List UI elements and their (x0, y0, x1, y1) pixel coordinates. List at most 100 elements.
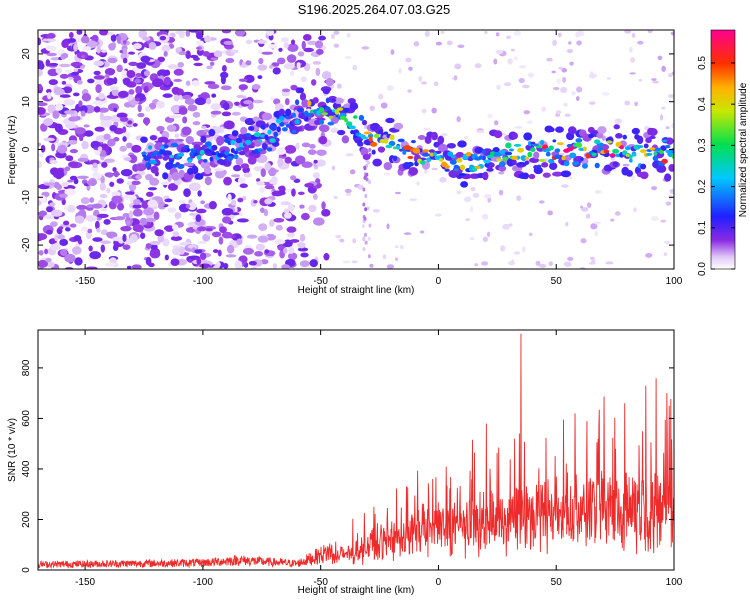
spectrogram-cell (366, 206, 370, 211)
spectrogram-cell (74, 127, 86, 135)
spectrogram-cell (159, 35, 167, 41)
spectrogram-cell (199, 252, 207, 260)
spectrogram-cell (65, 155, 74, 162)
spectrogram-cell (93, 75, 105, 80)
spectrogram-cell (111, 195, 123, 204)
colorbar: 0.0 0.1 0.2 0.3 0.4 0.5 Normalized spectral a… (697, 29, 749, 276)
spectrogram-cell (187, 259, 194, 263)
spectrogram-cell (495, 49, 504, 55)
spectrogram-cell (506, 158, 515, 167)
spectrogram-cell (210, 57, 219, 61)
spectrogram-cell (563, 261, 572, 267)
spectrogram-cell (162, 238, 170, 247)
spectrogram-cell (109, 181, 115, 187)
spectrogram-cell (145, 243, 152, 249)
spectrogram-cell (328, 115, 334, 119)
spectrogram-cell (258, 139, 263, 143)
spectrogram-cell (183, 162, 194, 167)
spectrogram-cell (257, 64, 268, 71)
spectrogram-cell (562, 76, 567, 83)
spectrogram-cell (50, 243, 61, 251)
spectrogram-cell (284, 98, 290, 106)
spectrogram-cell (100, 240, 112, 245)
spectrogram-cell (493, 130, 503, 139)
spectrogram-cell (38, 106, 46, 115)
spectrogram-cell (394, 245, 399, 248)
spectrogram-cell (81, 140, 89, 150)
spectrogram-cell (290, 39, 296, 45)
spectrogram-cell (653, 80, 659, 84)
spectrogram-cell (251, 84, 261, 90)
spectrogram-cell (212, 249, 219, 254)
spectrogram-cell (224, 150, 230, 156)
spectrogram-cell (362, 153, 371, 161)
spectrogram-cell (95, 220, 100, 230)
spectrogram-cell (507, 261, 516, 266)
spectrogram-cell (648, 135, 656, 140)
snr-y-tick-label: 600 (21, 410, 32, 427)
spectrogram-cell (201, 125, 207, 129)
spectrogram-cell (514, 126, 523, 129)
spectrogram-cell (290, 175, 297, 181)
spectrogram-cell (428, 149, 436, 153)
spectrogram-cell (154, 229, 164, 237)
spectrogram-cell (50, 209, 63, 217)
spectrogram-cell (364, 240, 368, 245)
spectrogram-y-tick-label: 0 (21, 146, 32, 152)
spectrogram-cell (221, 111, 232, 117)
spectrogram-cell (318, 35, 326, 41)
spectrogram-cell (210, 103, 221, 110)
spectrogram-cell (206, 65, 213, 70)
spectrogram-cell (96, 44, 101, 54)
spectrogram-cell (92, 162, 98, 169)
spectrogram-cell (111, 88, 119, 96)
spectrogram-cell (294, 155, 306, 165)
spectrogram-cell (383, 131, 389, 135)
spectrogram-cell (358, 133, 365, 138)
spectrogram-cell (575, 142, 583, 148)
spectrogram-cell (173, 78, 183, 83)
spectrogram-cell (533, 151, 540, 160)
spectrogram-cell (38, 200, 42, 206)
spectrogram-cell (651, 186, 658, 191)
spectrogram-cell (49, 167, 60, 176)
spectrogram-cell (487, 113, 493, 118)
spectrogram-cell (193, 62, 203, 67)
spectrogram-cell (362, 202, 366, 207)
spectrogram-x-tick-label: -50 (313, 276, 328, 287)
spectrogram-cell (143, 70, 150, 77)
spectrogram-cell (48, 62, 59, 66)
spectrogram-cell (408, 66, 413, 71)
spectrogram-cell (46, 261, 55, 268)
spectrogram-cell (659, 114, 664, 121)
spectrogram-cell (272, 263, 278, 269)
spectrogram-cell (593, 221, 601, 225)
spectrogram-cell (535, 260, 541, 266)
spectrogram-cell (68, 116, 79, 122)
spectrogram-cell (542, 172, 551, 178)
spectrogram-cell (55, 88, 65, 96)
spectrogram-cell (629, 46, 633, 53)
spectrogram-cell (184, 145, 190, 149)
spectrogram-cell (225, 254, 237, 258)
spectrogram-cell (106, 150, 111, 156)
spectrogram-cell (286, 226, 297, 233)
spectrogram-x-tick-label: 50 (551, 276, 563, 287)
spectrogram-cell (223, 102, 230, 111)
spectrogram-cell (210, 61, 215, 66)
spectrogram-cell (352, 238, 357, 244)
spectrogram-cell (108, 95, 119, 99)
spectrogram-cell (187, 159, 193, 163)
spectrogram-cell (204, 141, 212, 147)
spectrogram-cell (113, 107, 118, 113)
spectrogram-cell (149, 135, 158, 141)
spectrogram-cell (437, 135, 445, 145)
spectrogram-cell (556, 78, 561, 84)
spectrogram-cell (412, 148, 421, 154)
spectrogram-cell (348, 125, 356, 130)
spectrogram-cell (231, 130, 239, 137)
spectrogram-cell (216, 261, 221, 268)
spectrogram-cell (258, 223, 268, 232)
spectrogram-cell (280, 37, 290, 43)
spectrogram-cell (155, 155, 163, 159)
